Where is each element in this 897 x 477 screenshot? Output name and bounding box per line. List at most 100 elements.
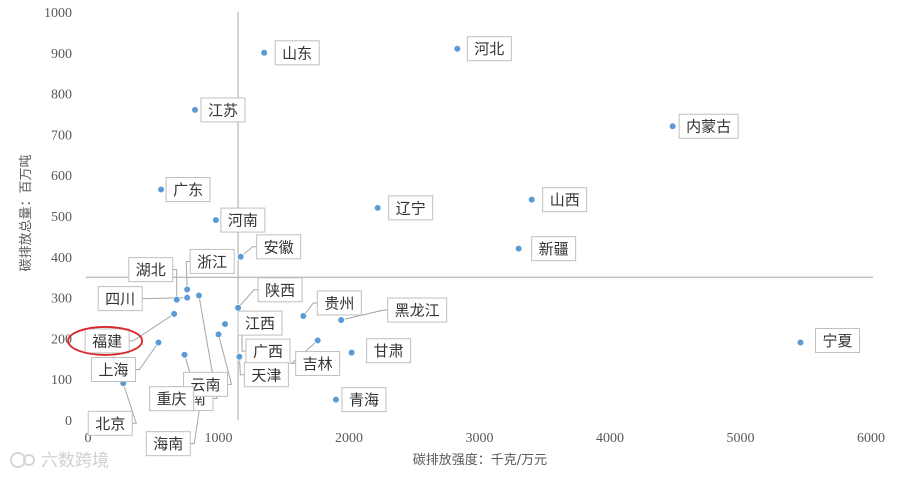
data-label: 广东 [165,176,211,202]
data-label-text: 宁夏 [823,332,853,350]
data-label-text: 贵州 [324,294,354,312]
data-label-text: 浙江 [197,253,227,271]
data-point [234,303,242,312]
y-tick-label: 200 [51,332,72,347]
reference-lines [86,12,873,420]
data-label-text: 广西 [253,343,283,361]
data-point [373,204,382,212]
data-point [191,106,199,114]
data-point [668,122,677,131]
data-point [183,285,191,294]
data-points [119,44,805,408]
data-point [796,338,805,347]
data-label-box [189,248,235,274]
data-point [453,44,462,53]
watermark-logo-icon [10,452,35,468]
data-label: 山西 [542,187,588,213]
data-label: 甘肃 [366,338,412,364]
data-label-text: 北京 [95,415,125,433]
data-label: 安徽 [256,234,302,260]
x-tick-label: 1000 [205,431,233,446]
leader-line [218,334,233,385]
data-point [170,310,178,318]
leader-line [135,342,159,370]
data-label: 辽宁 [388,195,434,221]
data-label: 江西 [237,310,283,336]
data-point [260,48,268,57]
leader-line [129,313,175,342]
data-label-text: 陕西 [265,281,295,299]
data-label-box [128,257,174,283]
data-label: 贵州 [316,290,362,316]
data-label-box [200,97,246,123]
leader-line [172,269,178,300]
data-label-text: 湖北 [136,261,166,279]
data-label-text: 青海 [349,391,379,409]
data-label-box [531,236,577,262]
data-point [235,352,244,361]
data-label: 青海 [341,387,387,413]
data-label-box [388,195,434,221]
data-label-text: 甘肃 [374,342,404,360]
data-label: 云南 [183,371,228,397]
data-label-box [220,207,266,233]
data-point [236,252,245,261]
data-label: 天津 [243,362,289,388]
leader-line [198,295,218,400]
data-label: 四川 [97,286,143,312]
data-label-text: 福建 [92,332,122,350]
data-label-box [466,36,512,62]
data-label-text: 海南 [153,435,183,453]
data-label-text: 江苏 [208,101,238,119]
data-label-box [316,290,362,316]
x-tick-label: 0 [85,431,92,446]
data-label: 湖北 [128,257,174,283]
leader-line [122,383,137,424]
data-label-text: 云南 [190,376,220,394]
data-label-text: 河南 [228,212,258,230]
data-label-box [237,310,283,336]
data-label-text: 黑龙江 [395,302,440,320]
data-label: 重庆 [149,386,195,412]
data-point [313,336,322,345]
y-tick-label: 900 [51,47,72,62]
x-tick-label: 6000 [857,431,885,446]
leader-line [190,403,201,445]
data-label-box [256,234,302,260]
data-label: 内蒙古 [678,113,739,139]
leader-line [237,289,259,309]
data-label-box [149,386,195,412]
x-tick-label: 3000 [466,431,494,446]
leader-line [240,246,257,258]
data-point [180,350,189,359]
data-label-text: 天津 [251,366,281,384]
data-labels: 山东河北江苏内蒙古广东山西辽宁河南新疆安徽浙江湖北四川陕西贵州黑龙江福建湖南江西… [67,36,861,457]
data-label-box [145,431,191,457]
data-label-box [274,40,320,66]
data-label: 上海 [90,356,136,382]
data-label-box [542,187,588,213]
data-point [221,320,229,328]
data-point [183,293,191,302]
data-label-box [366,338,412,364]
leader-line [185,260,191,290]
y-tick-label: 500 [51,210,72,225]
data-point [337,316,345,324]
y-tick-label: 300 [51,292,72,307]
data-label-text: 山西 [550,191,580,209]
x-tick-label: 5000 [727,431,755,446]
data-label-text: 四川 [105,290,135,308]
data-label-box [678,113,739,139]
data-label: 陕西 [257,277,303,303]
data-label-text: 上海 [98,361,128,379]
data-point [212,216,220,224]
y-tick-label: 400 [51,251,72,266]
data-label-box [90,356,136,382]
data-point [195,291,203,300]
data-label-box [341,387,387,413]
y-tick-label: 800 [51,88,72,103]
data-label-box [183,371,228,397]
data-point [527,195,536,204]
data-label: 海南 [145,431,191,457]
data-label-text: 江西 [245,315,275,333]
